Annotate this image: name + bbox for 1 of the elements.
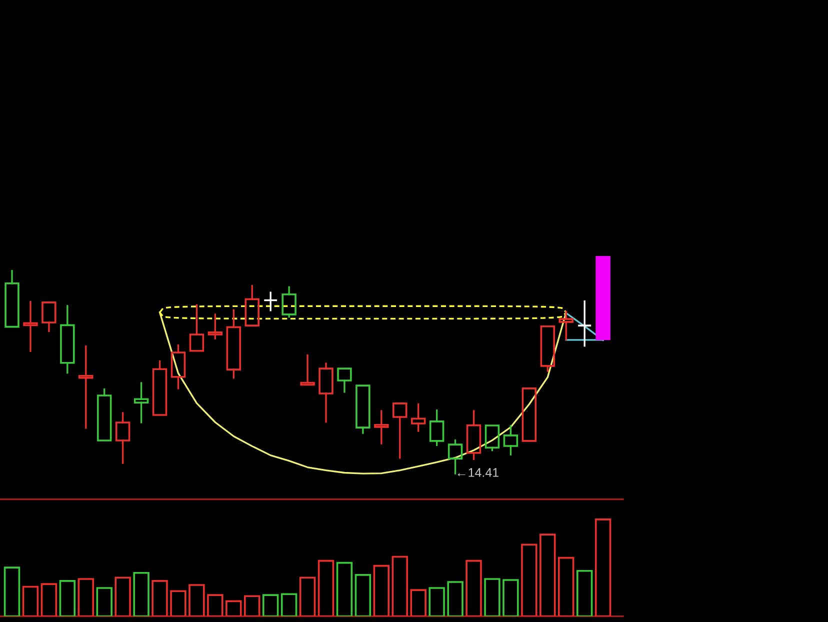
annotation: ←14.41 bbox=[458, 468, 498, 477]
